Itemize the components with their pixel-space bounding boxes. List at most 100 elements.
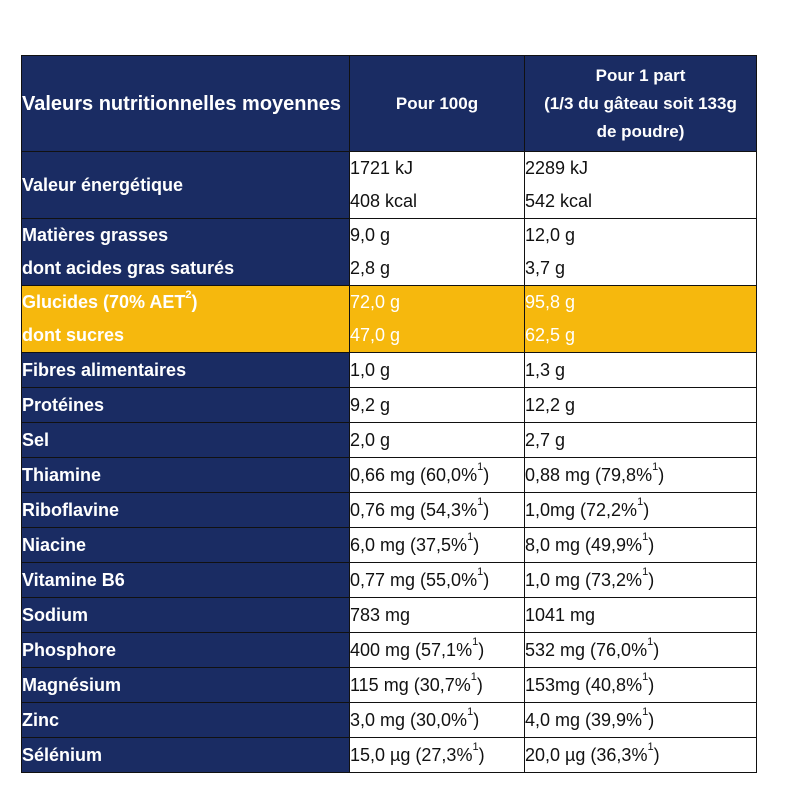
carbs-label: Glucides (70% AET2) dont sucres (21, 285, 350, 353)
nutrient-label-text: Zinc (22, 710, 60, 730)
energy-per-portion: 2289 kJ 542 kcal (524, 151, 757, 219)
nutrient-label-text: Sodium (22, 605, 89, 625)
value-per-100g-ref: 1 (472, 741, 479, 753)
value-per-portion-close: ) (653, 640, 660, 660)
nutrient-label-text: Riboflavine (22, 500, 120, 520)
value-per-100g: 2,0 g (349, 422, 525, 458)
value-per-100g: 6,0 mg (37,5%1) (349, 527, 525, 563)
value-per-portion-value: 8,0 mg (49,9%1) (526, 529, 756, 562)
value-per-100g-text: 0,76 mg (54,3% (350, 500, 478, 520)
nutrient-label: Magnésium (21, 667, 350, 703)
value-per-portion-close: ) (648, 570, 655, 590)
carbs-label-text: Glucides (70% AET (22, 292, 186, 312)
value-per-100g-close: ) (483, 500, 490, 520)
fat-row: Matières grasses dont acides gras saturé… (21, 218, 757, 286)
value-per-portion-ref: 1 (642, 566, 649, 578)
nutrient-label-text: Phosphore (22, 640, 117, 660)
value-per-100g-ref: 1 (467, 531, 474, 543)
value-per-portion-value: 2,7 g (525, 424, 756, 457)
table-row: Sodium 783 mg 1041 mg (21, 597, 757, 633)
value-per-100g-text: 0,77 mg (55,0% (350, 570, 478, 590)
header-per-portion-line1: Pour 1 part (595, 65, 686, 85)
carbs-label-sugars: dont sucres (22, 325, 125, 345)
table-row: Sel 2,0 g 2,7 g (21, 422, 757, 458)
value-per-portion: 1,3 g (524, 352, 757, 388)
header-per-portion: Pour 1 part (1/3 du gâteau soit 133g de … (524, 55, 757, 152)
value-per-100g-close: ) (478, 640, 485, 660)
header-row: Valeurs nutritionnelles moyennes Pour 10… (21, 55, 757, 152)
value-per-100g-value: 400 mg (57,1%1) (351, 634, 524, 667)
energy-row: Valeur énergétique 1721 kJ 408 kcal 2289… (21, 151, 757, 219)
value-per-portion: 1041 mg (524, 597, 757, 633)
value-per-portion-value: 20,0 µg (36,3%1) (526, 739, 756, 772)
nutrient-label-text: Magnésium (22, 675, 122, 695)
value-per-100g: 3,0 mg (30,0%1) (349, 702, 525, 738)
nutrition-table: Valeurs nutritionnelles moyennes Pour 10… (21, 55, 757, 773)
value-per-portion-close: ) (648, 675, 655, 695)
nutrient-label: Vitamine B6 (21, 562, 350, 598)
value-per-100g: 9,2 g (349, 387, 525, 423)
nutrient-label-text: Thiamine (22, 465, 102, 485)
value-per-100g-text: 15,0 µg (27,3% (350, 745, 473, 765)
value-per-portion-text: 1,0 mg (73,2% (525, 570, 643, 590)
value-per-100g-text: 0,66 mg (60,0% (350, 465, 478, 485)
value-per-portion-value: 1,0 mg (73,2%1) (525, 564, 756, 597)
value-per-portion: 1,0 mg (73,2%1) (524, 562, 757, 598)
table-row: Protéines 9,2 g 12,2 g (21, 387, 757, 423)
carbs-portion-sugars: 62,5 g (525, 325, 576, 345)
value-per-100g-value: 6,0 mg (37,5%1) (350, 529, 524, 562)
value-per-portion-ref: 1 (652, 461, 659, 473)
nutrient-label-text: Niacine (22, 535, 87, 555)
value-per-100g-close: ) (483, 570, 490, 590)
fat-label: Matières grasses dont acides gras saturé… (21, 218, 350, 286)
value-per-portion: 4,0 mg (39,9%1) (524, 702, 757, 738)
value-per-100g-text: 6,0 mg (37,5% (350, 535, 468, 555)
value-per-100g-close: ) (483, 465, 490, 485)
value-per-100g: 0,77 mg (55,0%1) (349, 562, 525, 598)
nutrient-label-text: Sélénium (22, 745, 103, 765)
value-per-portion-text: 1041 mg (525, 605, 596, 625)
value-per-100g-ref: 1 (477, 461, 484, 473)
value-per-portion-text: 12,2 g (525, 395, 576, 415)
energy-portion-kj: 2289 kJ (525, 158, 589, 178)
value-per-portion-value: 0,88 mg (79,8%1) (526, 459, 756, 492)
value-per-100g-text: 9,2 g (350, 395, 391, 415)
fat-portion-saturated: 3,7 g (525, 258, 566, 278)
value-per-portion: 532 mg (76,0%1) (524, 632, 757, 668)
value-per-100g-value: 1,0 g (350, 354, 524, 387)
value-per-100g-text: 1,0 g (350, 360, 391, 380)
value-per-portion-text: 532 mg (76,0% (525, 640, 648, 660)
value-per-portion-ref: 1 (637, 496, 644, 508)
value-per-portion-value: 1,3 g (526, 354, 756, 387)
table-row: Phosphore 400 mg (57,1%1) 532 mg (76,0%1) (21, 632, 757, 668)
fat-portion-total: 12,0 g (525, 225, 576, 245)
value-per-portion: 153mg (40,8%1) (524, 667, 757, 703)
value-per-100g: 115 mg (30,7%1) (349, 667, 525, 703)
value-per-100g: 0,76 mg (54,3%1) (349, 492, 525, 528)
nutrient-rows: Fibres alimentaires 1,0 g 1,3 g Protéines 9,… (21, 352, 757, 773)
value-per-portion-ref: 1 (642, 706, 649, 718)
carbs-row: Glucides (70% AET2) dont sucres 72,0 g 4… (21, 285, 757, 353)
carbs-per-100g: 72,0 g 47,0 g (349, 285, 525, 353)
energy-100g-kcal: 408 kcal (350, 191, 418, 211)
value-per-100g-ref: 1 (477, 566, 484, 578)
value-per-100g: 1,0 g (349, 352, 525, 388)
value-per-100g-ref: 1 (477, 496, 484, 508)
nutrient-label: Zinc (21, 702, 350, 738)
nutrient-label-text: Sel (22, 430, 50, 450)
carbs-per-portion: 95,8 g 62,5 g (524, 285, 757, 353)
nutrient-label: Sélénium (21, 737, 350, 773)
table-row: Niacine 6,0 mg (37,5%1) 8,0 mg (49,9%1) (21, 527, 757, 563)
energy-label: Valeur énergétique (21, 151, 350, 219)
energy-portion-kcal: 542 kcal (525, 191, 593, 211)
value-per-portion-value: 1041 mg (525, 599, 756, 632)
table-row: Magnésium 115 mg (30,7%1) 153mg (40,8%1) (21, 667, 757, 703)
value-per-portion-ref: 1 (642, 531, 649, 543)
carbs-portion-total: 95,8 g (525, 292, 576, 312)
header-per-portion-line2: (1/3 du gâteau soit 133g (544, 93, 737, 113)
value-per-portion-text: 1,0mg (72,2% (525, 500, 638, 520)
table-row: Zinc 3,0 mg (30,0%1) 4,0 mg (39,9%1) (21, 702, 757, 738)
value-per-100g-value: 0,76 mg (54,3%1) (350, 494, 524, 527)
value-per-100g-close: ) (476, 675, 483, 695)
value-per-portion-text: 2,7 g (525, 430, 566, 450)
